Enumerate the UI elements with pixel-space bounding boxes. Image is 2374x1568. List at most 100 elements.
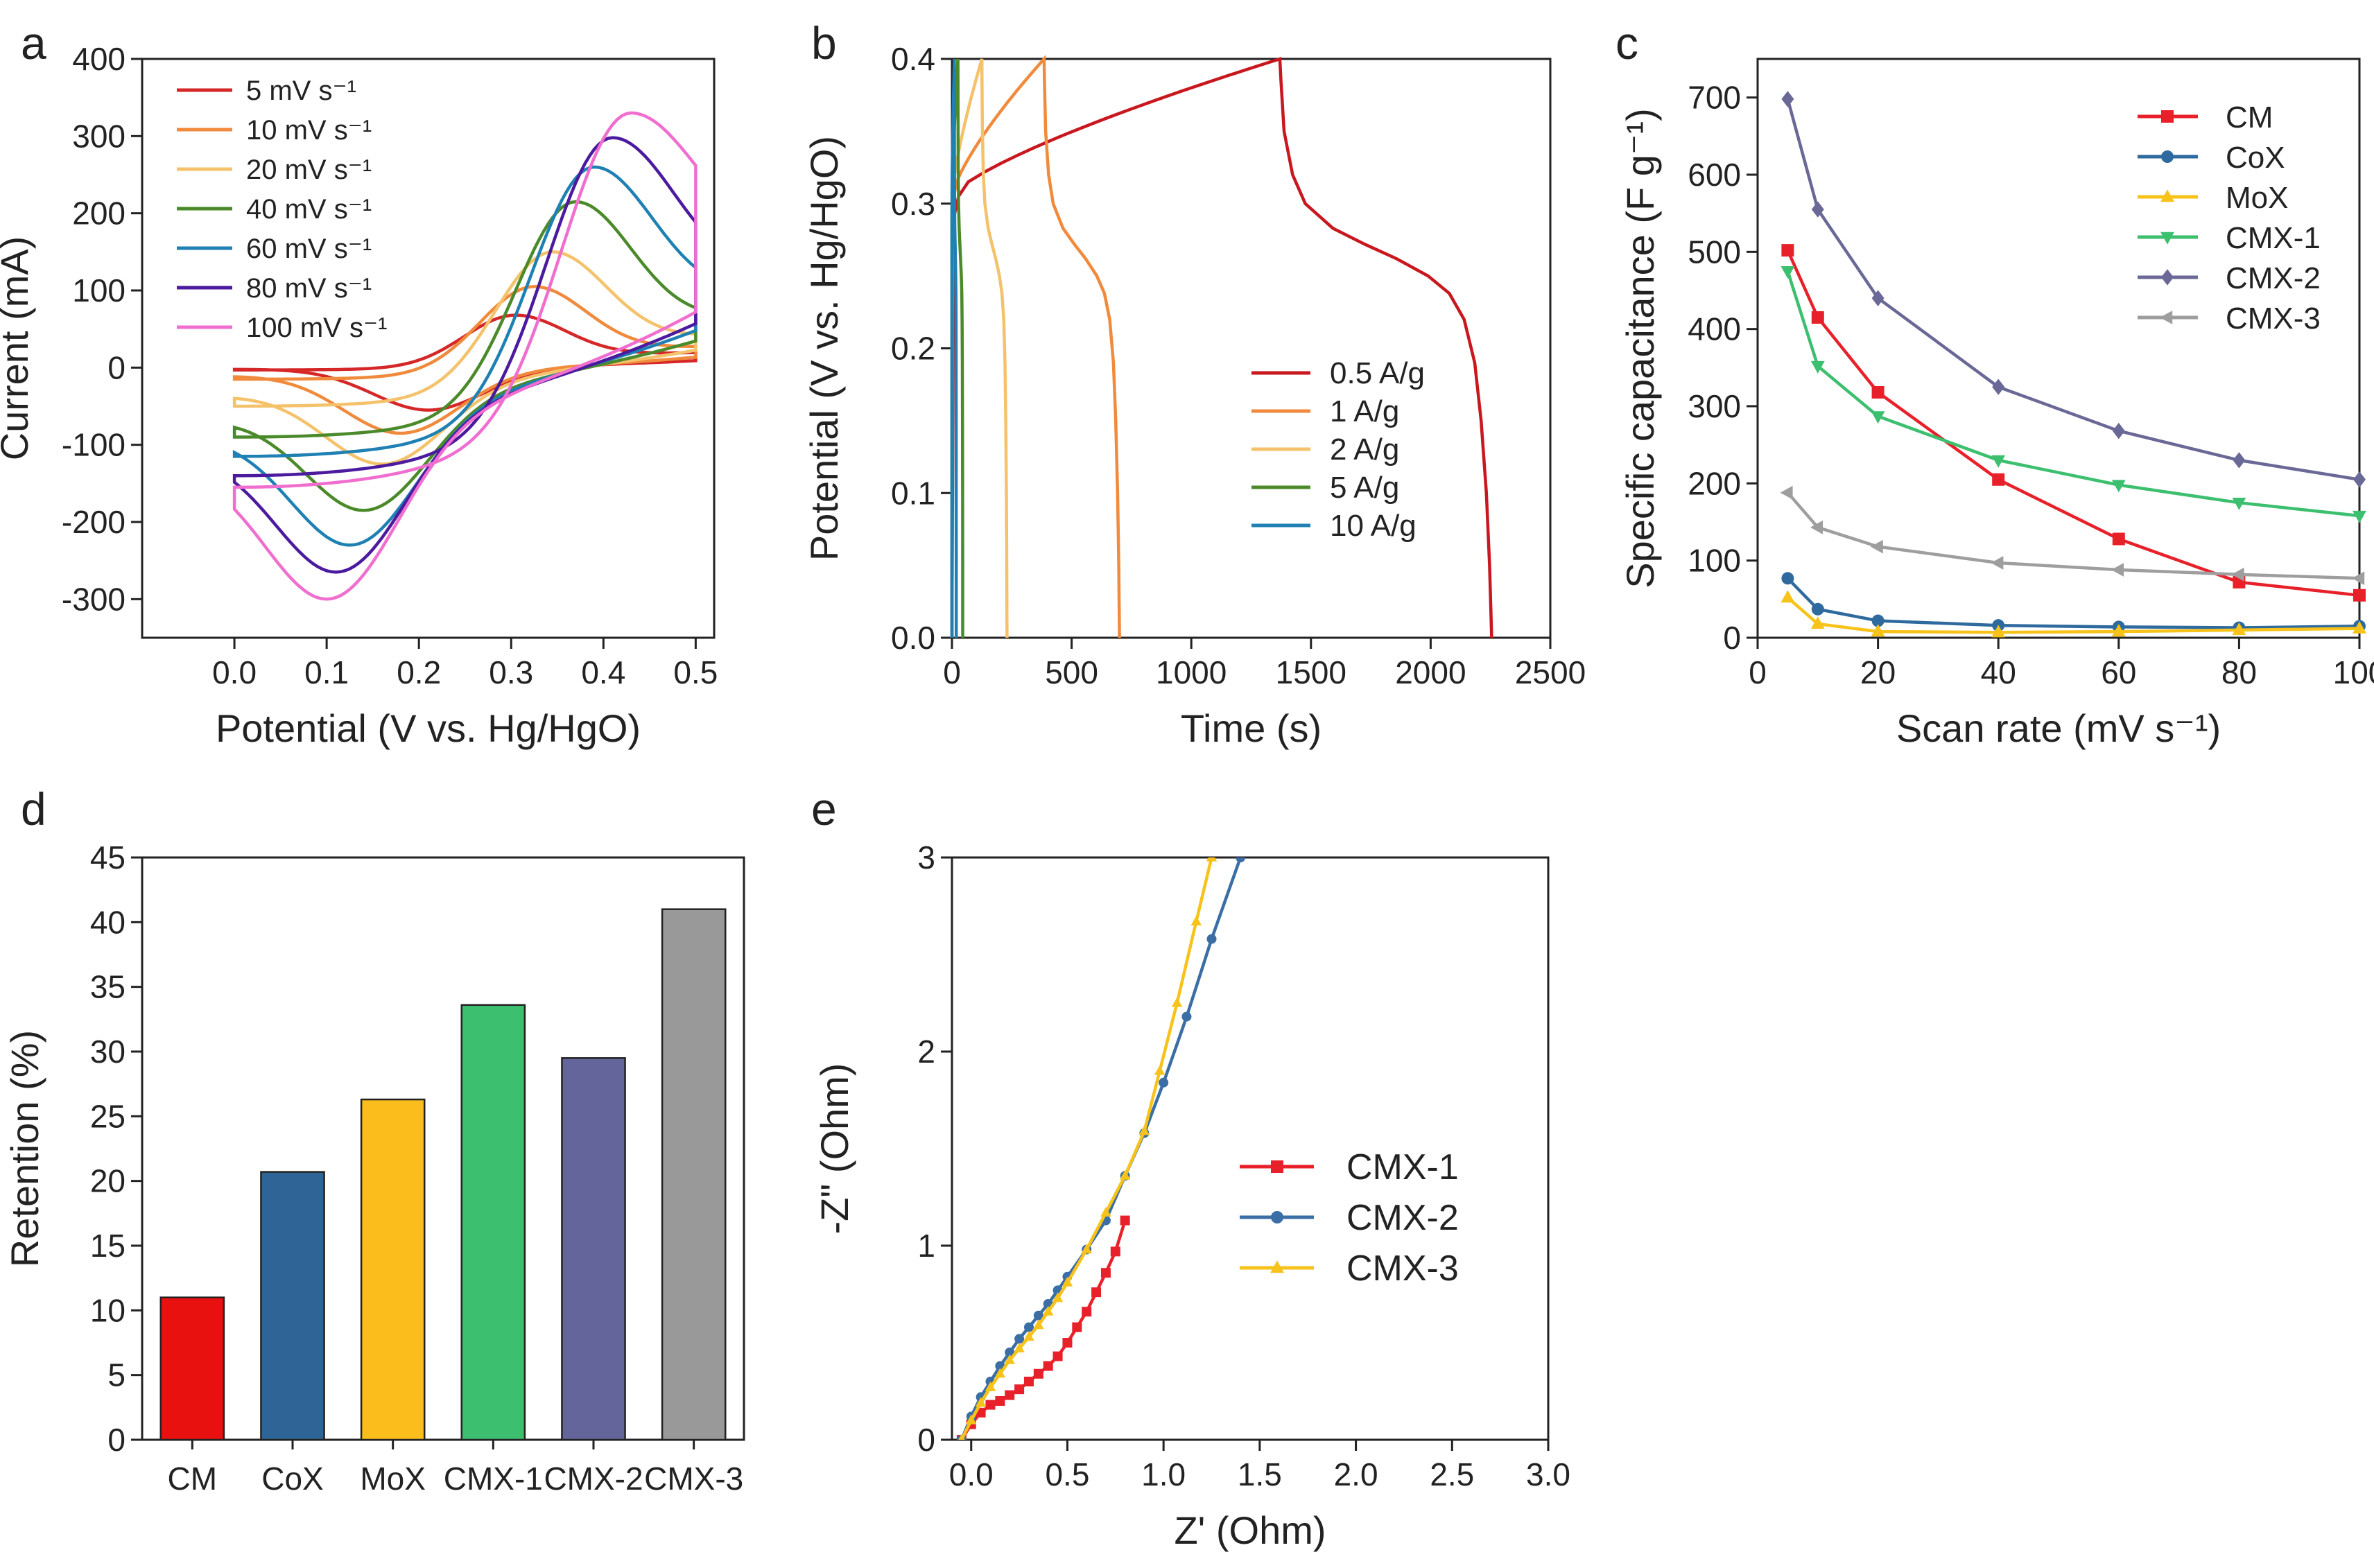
data-point <box>1014 1384 1025 1395</box>
plot-frame-c <box>1756 58 2361 639</box>
data-point <box>2232 622 2246 636</box>
legend-label: 20 mV s⁻¹ <box>246 155 372 185</box>
x-tick-label: 0 <box>943 654 961 690</box>
y-axis-title: Retention (%) <box>3 1030 46 1267</box>
category-label: CMX-3 <box>644 1461 743 1497</box>
data-point <box>2231 567 2244 582</box>
bar-mox <box>360 1098 426 1441</box>
legend-label: 1 A/g <box>1330 394 1399 428</box>
data-point <box>1992 473 2005 486</box>
x-axis-title: Z' (Ohm) <box>1174 1508 1326 1552</box>
x-axis-title: Time (s) <box>1181 706 1322 750</box>
y-tick-label: 0.0 <box>891 620 935 656</box>
legend-label: CMX-2 <box>2226 261 2321 295</box>
x-tick-label: 2500 <box>1515 654 1586 690</box>
data-point <box>1871 411 1885 424</box>
data-point <box>1154 1065 1166 1075</box>
legend-label: 0.5 A/g <box>1330 356 1425 390</box>
category-label: MoX <box>360 1461 426 1497</box>
data-point <box>1870 539 1883 554</box>
panel-label-d: d <box>21 783 46 835</box>
gcd-curve-0 <box>950 56 1493 638</box>
data-point <box>1082 1307 1092 1317</box>
legend-marker <box>2160 232 2174 245</box>
y-tick-label: 20 <box>90 1163 125 1199</box>
cv-curve-2 <box>232 250 698 466</box>
y-tick-label: 300 <box>1688 388 1741 424</box>
y-tick-label: 25 <box>90 1098 125 1134</box>
panel-e: e 0 1 2 3 0.0 0.5 1.0 1.5 2.0 2.5 3.0 Z' (Ohm) -Z" (O… <box>811 783 1570 1552</box>
x-axis-title: Potential (V vs. Hg/HgO) <box>216 706 641 750</box>
y-tick-label: 0 <box>107 349 125 385</box>
nyquist-series <box>956 857 1246 1440</box>
category-label: CMX-1 <box>444 1461 543 1497</box>
y-axis-title: -Z" (Ohm) <box>813 1063 856 1235</box>
legend-marker <box>2160 311 2173 324</box>
data-point <box>1052 1351 1063 1361</box>
data-point <box>958 1434 965 1440</box>
data-point <box>1110 1246 1120 1257</box>
data-point <box>2353 620 2366 634</box>
y-tick-label: 5 <box>107 1357 125 1393</box>
data-point <box>2353 471 2366 488</box>
data-point <box>1991 556 2004 570</box>
legend-marker <box>1271 1211 1283 1223</box>
x-tick-label: 0.3 <box>489 654 533 690</box>
legend-label: MoX <box>2226 181 2288 215</box>
gcd-curve-1 <box>950 55 1121 638</box>
legend-label: CMX-1 <box>2226 221 2321 255</box>
legend-label: 10 A/g <box>1330 509 1416 543</box>
y-tick-label: 600 <box>1688 157 1741 193</box>
x-tick-label: 2000 <box>1395 654 1466 690</box>
y-tick-label: 0.4 <box>891 41 935 77</box>
x-tick-label: 60 <box>2101 654 2136 690</box>
data-point <box>2353 589 2366 602</box>
x-tick-label: 0.2 <box>397 654 441 690</box>
data-point <box>1072 1322 1082 1332</box>
legend-label: 5 A/g <box>1330 471 1399 505</box>
data-point <box>1781 91 1794 107</box>
bar-cmx-1 <box>460 1004 526 1441</box>
data-point <box>1091 1287 1102 1298</box>
data-point <box>2112 532 2125 546</box>
data-point <box>985 1400 996 1410</box>
legend-marker <box>2161 150 2174 163</box>
y-tick-label: 100 <box>1688 543 1741 579</box>
legend-marker <box>1270 1260 1284 1273</box>
data-point <box>1992 378 2005 395</box>
legend-label: CMX-3 <box>1346 1248 1459 1289</box>
panel-b: b 0.0 0.1 0.2 0.3 0.4 0 500 1000 1500 2000 2500 Time… <box>802 17 1586 750</box>
panel-a: a -300 -200 -100 0 100 200 300 400 0.0 0.1 0.2 0.3 0.… <box>0 17 718 750</box>
y-tick-label: 40 <box>90 904 125 940</box>
data-point <box>1781 244 1794 257</box>
cv-curve-5 <box>232 136 698 574</box>
data-point <box>1005 1390 1015 1400</box>
nyquist-line-1 <box>960 857 1242 1440</box>
legend-label: 80 mV s⁻¹ <box>246 273 372 304</box>
y-axis-title: Specific capacitance (F g⁻¹) <box>1618 108 1662 588</box>
data-point <box>1033 1319 1044 1330</box>
legend-label: CMX-2 <box>1346 1198 1459 1238</box>
y-tick-label: 0.1 <box>891 475 935 511</box>
gcd-curve-4 <box>950 58 958 638</box>
data-point <box>1100 1207 1111 1217</box>
cv-curve-0 <box>232 313 698 412</box>
y-tick-label: 3 <box>917 839 935 876</box>
y-tick-label: 200 <box>72 195 125 232</box>
legend-label: 10 mV s⁻¹ <box>246 115 372 146</box>
data-point <box>1810 360 1825 374</box>
data-point <box>1781 572 1794 585</box>
data-point <box>2111 563 2124 577</box>
category-label: CM <box>168 1461 218 1497</box>
data-point <box>1062 1338 1073 1348</box>
y-tick-label: -300 <box>62 581 125 617</box>
panel-d: d 0 5 10 15 20 25 30 35 40 45 Retention (%) CM CoX MoX… <box>3 783 745 1497</box>
data-point <box>1810 616 1825 629</box>
x-tick-label: 0.4 <box>581 654 625 690</box>
y-tick-label: 500 <box>1688 234 1741 270</box>
plot-frame-d <box>141 856 745 1441</box>
y-tick-label: 2 <box>917 1034 935 1070</box>
y-tick-label: 45 <box>90 839 125 876</box>
data-point <box>1811 602 1824 616</box>
